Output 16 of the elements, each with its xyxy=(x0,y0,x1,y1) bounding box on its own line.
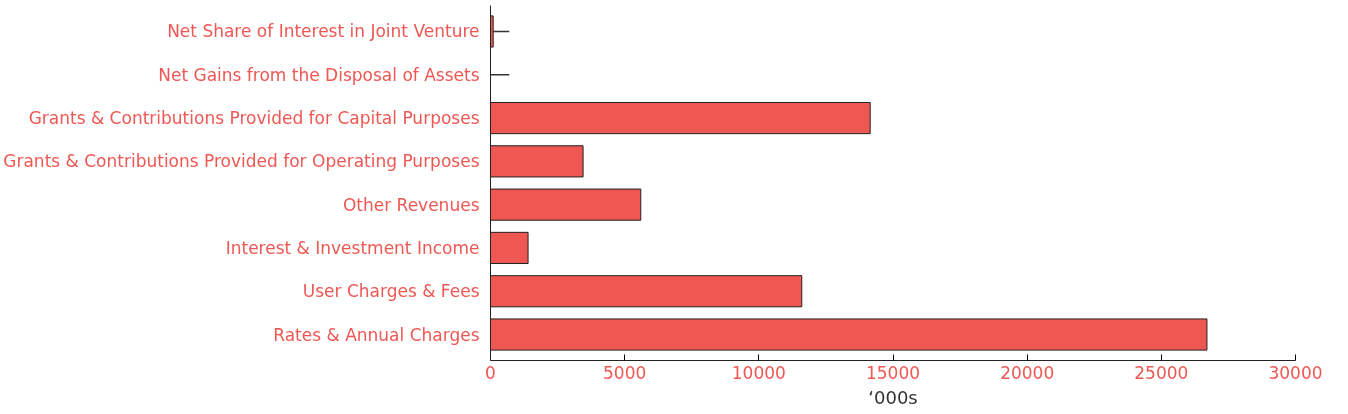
y-tick-label: Grants & Contributions Provided for Operating Purposes xyxy=(3,151,480,172)
y-tick-label: Net Share of Interest in Joint Venture xyxy=(167,21,480,42)
x-tick-label: 25000 xyxy=(1134,362,1189,383)
y-tick-label: Grants & Contributions Provided for Capital Purposes xyxy=(28,108,480,129)
y-tick-label: Rates & Annual Charges xyxy=(273,324,480,345)
x-tick-label: 10000 xyxy=(731,362,786,383)
x-axis-title: ‘000s xyxy=(868,386,918,408)
x-tick-label: 0 xyxy=(485,362,496,383)
x-tick-label: 5000 xyxy=(603,362,647,383)
y-tick-label: User Charges & Fees xyxy=(302,281,480,302)
x-tick-label: 15000 xyxy=(865,362,921,383)
y-tick-label: Net Gains from the Disposal of Assets xyxy=(158,64,480,85)
y-tick-label: Interest & Investment Income xyxy=(225,237,480,258)
y-tick-label: Other Revenues xyxy=(342,194,480,215)
x-tick-label: 30000 xyxy=(1268,362,1323,383)
x-tick-label: 20000 xyxy=(1000,362,1055,383)
